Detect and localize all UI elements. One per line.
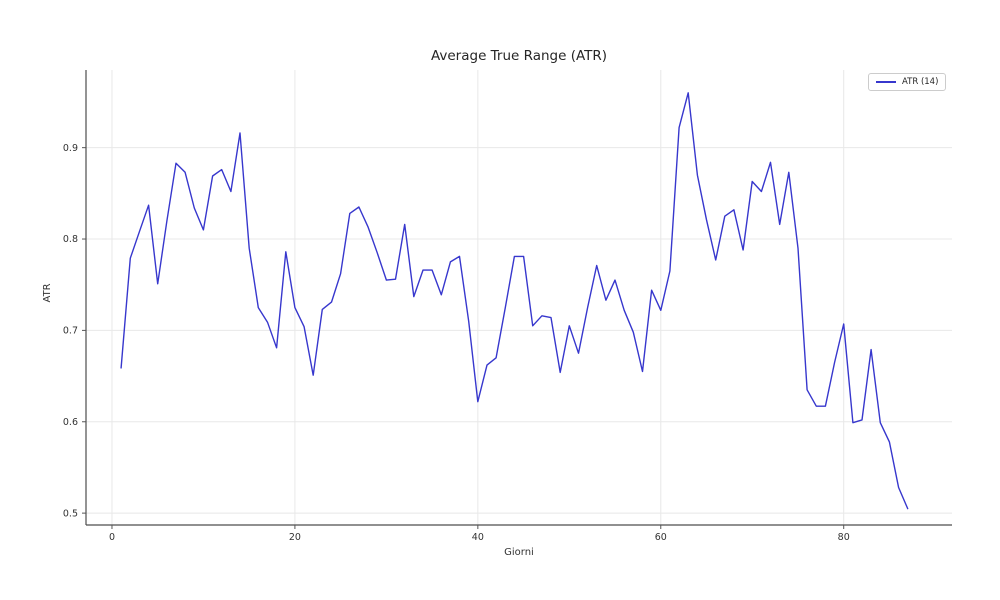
x-tick-label: 40 (472, 532, 484, 543)
y-tick-label: 0.6 (63, 417, 78, 428)
legend-line-swatch (876, 81, 896, 83)
x-tick-label: 0 (109, 532, 115, 543)
x-tick-label: 20 (289, 532, 301, 543)
atr-series-line (120, 92, 909, 510)
legend-label: ATR (14) (902, 77, 939, 87)
x-tick-label: 60 (655, 532, 667, 543)
y-tick-label: 0.7 (63, 326, 78, 337)
x-axis-label: Giorni (504, 547, 534, 558)
legend: ATR (14) (868, 73, 947, 91)
y-axis-label: ATR (42, 283, 54, 303)
x-tick-label: 80 (838, 532, 850, 543)
y-tick-label: 0.9 (63, 143, 78, 154)
y-tick-label: 0.5 (63, 508, 78, 519)
chart-title: Average True Range (ATR) (430, 48, 608, 64)
y-tick-label: 0.8 (63, 234, 78, 245)
